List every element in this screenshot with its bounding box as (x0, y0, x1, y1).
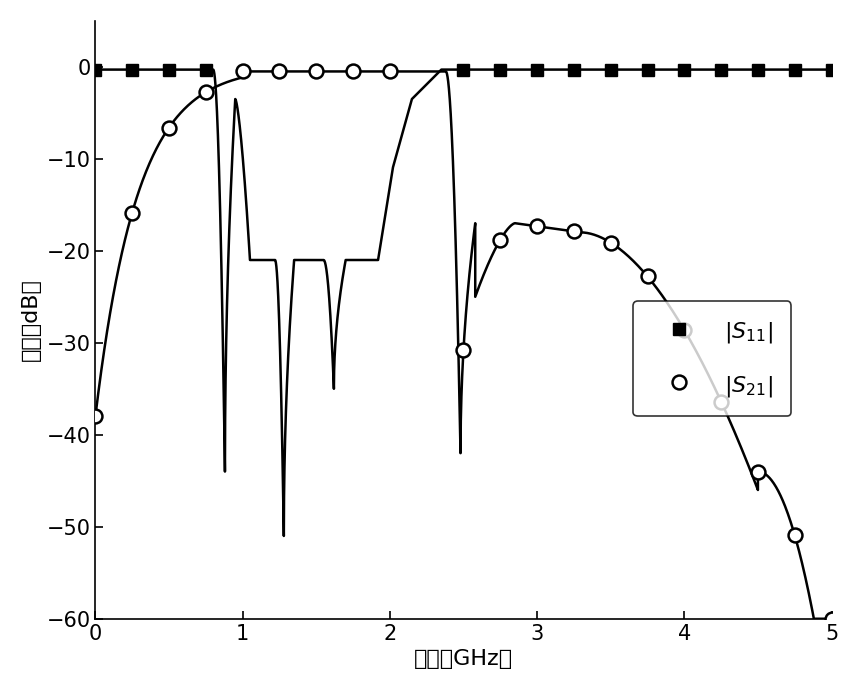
|$S_{21}$| (569, 227, 579, 235)
|$S_{11}$| (643, 66, 653, 74)
|$S_{11}$| (201, 66, 211, 74)
Line: |$S_{21}$|: |$S_{21}$| (88, 64, 838, 626)
|$S_{21}$| (606, 239, 616, 247)
|$S_{21}$| (385, 68, 395, 76)
Legend: |$S_{11}$|, |$S_{21}$|: |$S_{11}$|, |$S_{21}$| (633, 302, 791, 416)
|$S_{21}$| (311, 68, 321, 76)
|$S_{21}$| (90, 412, 101, 420)
Line: |$S_{11}$|: |$S_{11}$| (90, 64, 838, 75)
|$S_{11}$| (606, 66, 616, 74)
|$S_{11}$| (459, 66, 469, 74)
|$S_{21}$| (201, 88, 211, 97)
|$S_{11}$| (789, 66, 800, 74)
|$S_{21}$| (348, 68, 358, 76)
|$S_{11}$| (532, 66, 542, 74)
|$S_{11}$| (826, 66, 837, 74)
Y-axis label: 幅值（dB）: 幅值（dB） (21, 278, 41, 362)
|$S_{21}$| (826, 615, 837, 623)
|$S_{21}$| (789, 531, 800, 540)
|$S_{21}$| (716, 397, 726, 406)
|$S_{21}$| (459, 346, 469, 355)
|$S_{21}$| (274, 68, 284, 76)
|$S_{11}$| (716, 66, 726, 74)
|$S_{11}$| (90, 66, 101, 74)
|$S_{21}$| (643, 273, 653, 281)
|$S_{11}$| (569, 66, 579, 74)
|$S_{21}$| (164, 124, 174, 132)
|$S_{21}$| (127, 208, 137, 217)
|$S_{21}$| (495, 236, 505, 244)
|$S_{21}$| (532, 222, 542, 230)
|$S_{21}$| (752, 467, 763, 475)
|$S_{11}$| (127, 66, 137, 74)
|$S_{11}$| (752, 66, 763, 74)
|$S_{21}$| (237, 68, 247, 76)
|$S_{11}$| (164, 66, 174, 74)
X-axis label: 频率（GHz）: 频率（GHz） (414, 649, 513, 669)
|$S_{11}$| (495, 66, 505, 74)
|$S_{11}$| (679, 66, 690, 74)
|$S_{21}$| (679, 326, 690, 334)
